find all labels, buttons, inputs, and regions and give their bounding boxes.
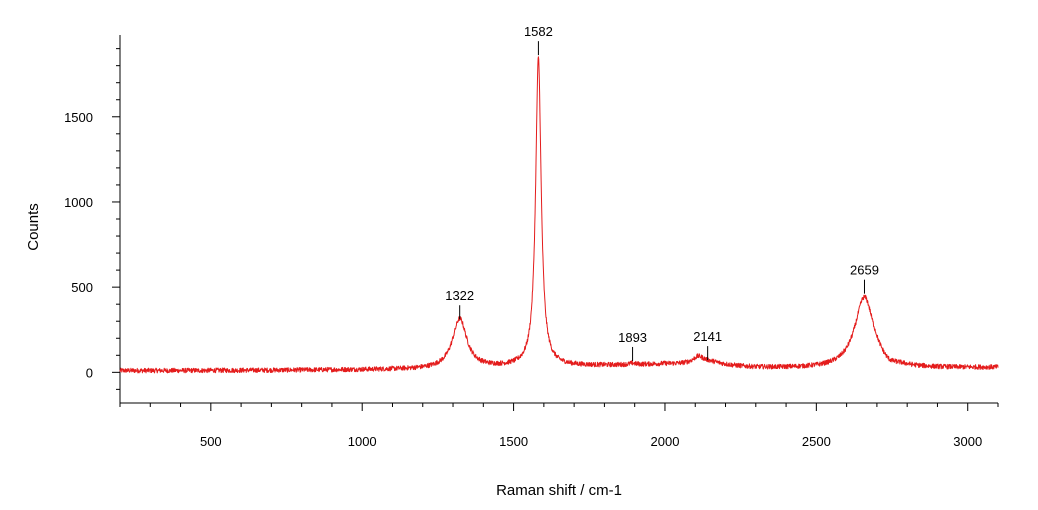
peak-annotation-label: 1893 — [618, 330, 647, 345]
x-tick-label: 3000 — [953, 434, 982, 449]
x-tick-label: 1000 — [348, 434, 377, 449]
peak-annotation-label: 2659 — [850, 263, 879, 278]
y-tick-label: 500 — [71, 280, 93, 295]
x-tick-label: 1500 — [499, 434, 528, 449]
series-layer — [119, 56, 999, 374]
y-tick-label: 1000 — [64, 195, 93, 210]
x-tick-label: 2500 — [802, 434, 831, 449]
y-tick-label: 1500 — [64, 110, 93, 125]
annotation-layer: 1322 1582 1893 2141 2659 — [445, 24, 879, 361]
y-tick-label: 0 — [86, 365, 93, 380]
axes: 500 1000 1500 2000 2500 3000 0 500 1000 1500 — [64, 35, 999, 449]
x-axis-title: Raman shift / cm-1 — [496, 482, 622, 499]
y-axis-title: Counts — [25, 203, 42, 251]
peak-annotation-label: 1322 — [445, 288, 474, 303]
x-tick-label: 2000 — [651, 434, 680, 449]
spectrum-line-0 — [119, 56, 999, 374]
peak-annotation-label: 1582 — [524, 24, 553, 39]
peak-annotation-label: 2141 — [693, 329, 722, 344]
x-tick-label: 500 — [200, 434, 222, 449]
